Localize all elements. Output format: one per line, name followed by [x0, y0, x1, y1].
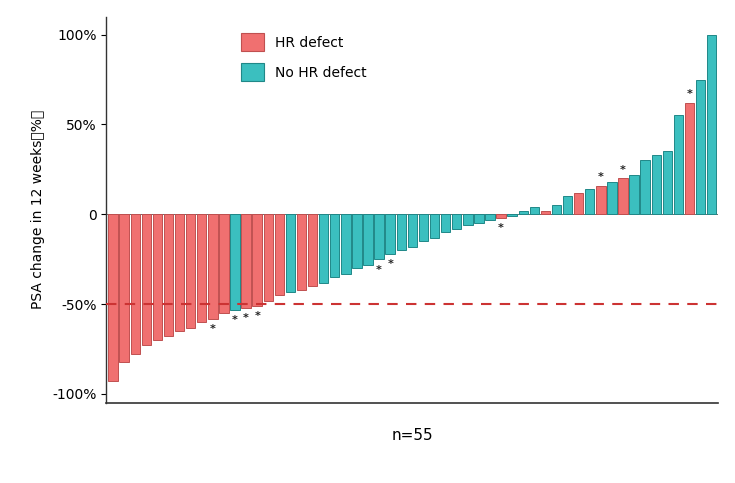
Bar	[685, 103, 695, 214]
Bar	[297, 214, 306, 290]
Text: *: *	[686, 89, 692, 99]
Bar	[419, 214, 429, 242]
Bar	[108, 214, 118, 382]
Bar	[607, 182, 617, 214]
Text: *: *	[232, 315, 238, 325]
Bar	[563, 197, 573, 214]
Bar	[142, 214, 151, 345]
Bar	[541, 211, 550, 214]
Bar	[275, 214, 284, 295]
Bar	[230, 214, 240, 310]
Bar	[596, 185, 606, 214]
Bar	[385, 214, 395, 254]
Bar	[441, 214, 451, 232]
Bar	[153, 214, 162, 340]
Bar	[430, 214, 440, 238]
Bar	[252, 214, 262, 306]
Bar	[119, 214, 129, 362]
Bar	[463, 214, 473, 225]
Bar	[241, 214, 251, 308]
Bar	[286, 214, 295, 292]
Bar	[197, 214, 207, 322]
Bar	[186, 214, 196, 327]
Bar	[640, 160, 650, 214]
Legend: HR defect, No HR defect: HR defect, No HR defect	[236, 28, 372, 87]
Text: *: *	[210, 324, 216, 334]
Bar	[208, 214, 218, 318]
Bar	[408, 214, 417, 247]
Bar	[663, 152, 672, 214]
Bar	[352, 214, 362, 268]
Y-axis label: PSA change in 12 weeks（%）: PSA change in 12 weeks（%）	[32, 110, 46, 310]
Bar	[707, 35, 717, 214]
Bar	[518, 211, 528, 214]
Bar	[330, 214, 340, 277]
Text: *: *	[387, 259, 393, 269]
Bar	[308, 214, 318, 286]
Text: *: *	[598, 172, 603, 182]
Bar	[696, 80, 706, 214]
Text: *: *	[498, 223, 504, 233]
Bar	[574, 193, 584, 214]
Bar	[397, 214, 406, 250]
Text: *: *	[620, 165, 626, 175]
Bar	[131, 214, 140, 355]
Bar	[219, 214, 229, 313]
Bar	[496, 214, 506, 218]
Bar	[651, 155, 661, 214]
Bar	[363, 214, 373, 265]
Bar	[485, 214, 495, 220]
Bar	[319, 214, 329, 283]
Bar	[164, 214, 173, 337]
Text: *: *	[243, 313, 249, 323]
Bar	[552, 205, 562, 214]
Bar	[585, 189, 595, 214]
Bar	[474, 214, 484, 223]
Bar	[341, 214, 351, 273]
Text: n=55: n=55	[392, 428, 433, 443]
Bar	[507, 214, 517, 216]
Bar	[264, 214, 273, 300]
Text: *: *	[254, 312, 260, 321]
Bar	[374, 214, 384, 259]
Bar	[674, 115, 683, 214]
Bar	[530, 207, 539, 214]
Bar	[175, 214, 184, 331]
Bar	[452, 214, 462, 228]
Bar	[618, 178, 628, 214]
Text: *: *	[376, 265, 382, 275]
Bar	[629, 175, 639, 214]
